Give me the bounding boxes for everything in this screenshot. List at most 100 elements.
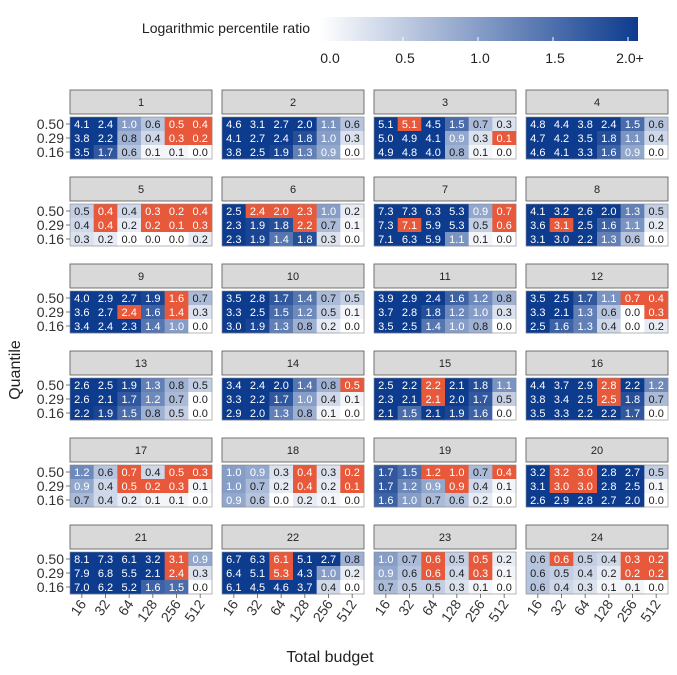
heat-cell: [421, 479, 446, 494]
cell-value-label: 2.5: [250, 147, 265, 159]
heat-cell: [269, 552, 294, 567]
cell-value-label: 0.6: [497, 220, 512, 232]
cell-value-label: 0.3: [169, 481, 184, 493]
panel-frame: [221, 377, 365, 421]
cell-value-label: 0.5: [402, 582, 417, 594]
heat-cell: [188, 291, 213, 306]
heat-cell: [374, 465, 398, 480]
panel-frame: [525, 551, 669, 595]
heat-cell: [164, 218, 189, 233]
cell-value-label: 0.8: [297, 408, 312, 420]
heat-cell: [93, 232, 118, 247]
y-tick-label: 0.16: [37, 318, 64, 334]
cell-value-label: 0.6: [250, 495, 265, 507]
panel-strip: [525, 176, 669, 202]
panel-15: 15 2.5 2.2 2.2 2.1 1.8 1.1 2.3 2.1 2.1 2.0 1.7 0.5 2.…: [373, 350, 517, 421]
cell-value-label: 1.0: [226, 467, 241, 479]
heat-cell: [340, 552, 365, 567]
heat-cell: [222, 479, 246, 494]
panel-9: 9 4.0 2.9 2.7 1.9 1.6 0.7 3.6 2.7 2.4 1.6 1.4 0.3 3.4…: [69, 263, 213, 334]
cell-value-label: 3.2: [554, 467, 569, 479]
heat-cell: [293, 406, 317, 421]
cell-value-label: 3.8: [74, 133, 89, 145]
heat-cell: [269, 580, 294, 595]
heat-cell: [245, 131, 270, 146]
heat-cell: [222, 232, 246, 247]
heat-cell: [293, 305, 317, 320]
cell-value-label: 3.3: [226, 307, 241, 319]
heat-cell: [644, 479, 669, 494]
heat-cell: [117, 204, 142, 219]
panel-3: 3 5.1 5.1 4.5 1.5 0.7 0.3 5.0 4.9 4.1 0.9 0.3 0.1 4.9…: [373, 89, 517, 160]
cell-value-label: 0.1: [497, 568, 512, 580]
heat-cell: [141, 392, 165, 407]
heat-cell: [597, 319, 621, 334]
panel-22: 22 6.7 6.3 6.1 5.1 2.7 0.8 6.4 5.1 5.3 4.3 1.0 0.2 6.…: [221, 524, 365, 595]
heat-cell: [445, 232, 469, 247]
x-tick-label: 128: [590, 596, 617, 624]
heat-cell: [644, 406, 669, 421]
cell-value-label: 0.3: [625, 554, 640, 566]
heat-cell: [526, 479, 550, 494]
cell-value-label: 2.8: [601, 380, 616, 392]
heat-cell: [188, 232, 213, 247]
panel-strip: [525, 263, 669, 289]
heat-cell: [492, 145, 517, 160]
heat-cell: [573, 566, 598, 581]
panel-frame: [221, 203, 365, 247]
heat-cell: [269, 493, 294, 508]
panel-frame: [373, 203, 517, 247]
heat-cell: [445, 145, 469, 160]
x-tick-label: 512: [333, 596, 360, 624]
heat-cell: [374, 291, 398, 306]
cell-value-label: 5.9: [426, 234, 441, 246]
heat-cell: [117, 479, 142, 494]
cell-value-label: 1.0: [321, 133, 336, 145]
cell-value-label: 3.1: [169, 554, 184, 566]
heat-cell: [597, 218, 621, 233]
panel-label: 6: [290, 184, 296, 196]
heat-cell: [468, 378, 493, 393]
heat-cell: [316, 232, 341, 247]
heat-cell: [620, 131, 645, 146]
heat-cell: [374, 131, 398, 146]
heat-cell: [269, 218, 294, 233]
panel-frame: [373, 377, 517, 421]
heat-cell: [293, 479, 317, 494]
heat-cell: [188, 392, 213, 407]
heat-cell: [445, 291, 469, 306]
cell-value-label: 0.6: [449, 495, 464, 507]
cell-value-label: 0.6: [145, 119, 160, 131]
cell-value-label: 0.0: [193, 495, 208, 507]
heat-cell: [141, 479, 165, 494]
heat-cell: [293, 392, 317, 407]
cell-value-label: 2.5: [378, 380, 393, 392]
heat-cell: [293, 378, 317, 393]
heat-cell: [269, 378, 294, 393]
cell-value-label: 0.9: [426, 481, 441, 493]
heat-cell: [93, 392, 118, 407]
cell-value-label: 0.0: [497, 408, 512, 420]
heat-cell: [93, 580, 118, 595]
panel-frame: [221, 464, 365, 508]
heat-cell: [620, 406, 645, 421]
heat-cell: [445, 392, 469, 407]
cell-value-label: 0.7: [169, 394, 184, 406]
cell-value-label: 2.7: [98, 307, 113, 319]
cell-value-label: 1.7: [274, 293, 289, 305]
cell-value-label: 3.1: [530, 481, 545, 493]
heat-cell: [620, 479, 645, 494]
cell-value-label: 0.1: [169, 147, 184, 159]
color-legend: Logarithmic percentile ratio 0.0 0.5 1.0 1.…: [142, 17, 644, 66]
cell-value-label: 1.9: [98, 408, 113, 420]
cell-value-label: 1.9: [274, 147, 289, 159]
cell-value-label: 0.0: [497, 234, 512, 246]
x-tick-label: 16: [371, 596, 393, 618]
heat-cell: [93, 552, 118, 567]
cell-value-label: 2.3: [226, 220, 241, 232]
panel-strip: [221, 524, 365, 550]
cell-value-label: 1.0: [378, 554, 393, 566]
cell-value-label: 0.0: [345, 234, 360, 246]
panel-strip: [221, 437, 365, 463]
